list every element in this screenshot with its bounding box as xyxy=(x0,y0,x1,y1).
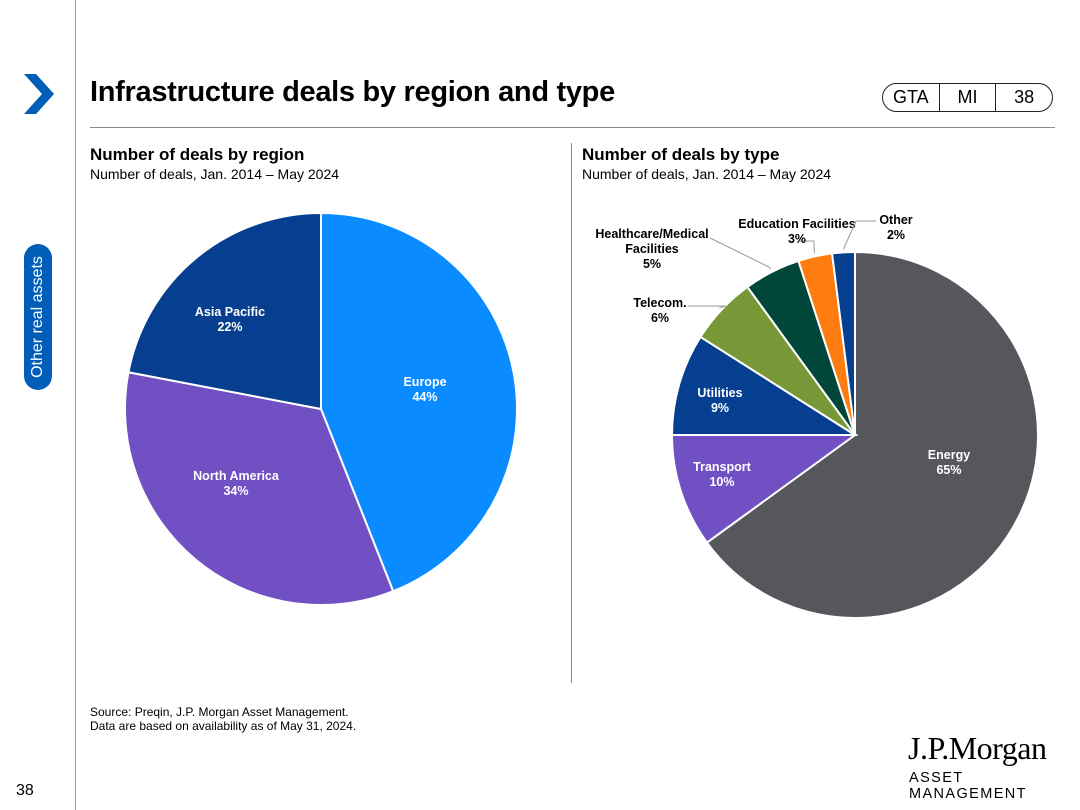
tag-page: 38 xyxy=(995,84,1052,111)
title-rule xyxy=(90,127,1055,128)
leader-line-telecom xyxy=(688,305,727,309)
slice-north-america xyxy=(124,371,395,606)
tag-gta: GTA xyxy=(893,87,929,107)
value-label-utilities: 9% xyxy=(711,401,729,415)
category-label-telecom: Telecom. xyxy=(633,296,686,310)
type-chart-title: Number of deals by type xyxy=(582,145,780,164)
slice-utilities xyxy=(670,335,859,436)
value-label-asia-pacific: 22% xyxy=(217,320,242,334)
leader-line-education-facilities xyxy=(800,240,815,254)
column-divider xyxy=(571,143,572,683)
page-number: 38 xyxy=(16,782,34,799)
value-label-europe: 44% xyxy=(412,390,437,404)
tag-mi: MI xyxy=(938,84,996,111)
category-label-asia-pacific: Asia Pacific xyxy=(195,305,265,319)
value-label-energy: 65% xyxy=(936,463,961,477)
value-label-north-america: 34% xyxy=(223,484,248,498)
leader-line-healthcare-medical-facilities xyxy=(709,237,771,270)
slice-asia-pacific xyxy=(127,211,322,411)
category-label-other: Other xyxy=(879,213,912,227)
category-label-healthcare-medical-facilities: Healthcare/Medical xyxy=(595,227,708,241)
value-label-telecom: 6% xyxy=(651,311,669,325)
type-chart-subtitle: Number of deals, Jan. 2014 – May 2024 xyxy=(582,166,832,182)
section-tab: Other real assets xyxy=(24,244,52,390)
slice-energy xyxy=(705,250,1039,619)
slice-transport xyxy=(670,434,859,544)
category-label-north-america: North America xyxy=(193,469,280,483)
category-label-healthcare-medical-facilities: Facilities xyxy=(625,242,679,256)
value-label-education-facilities: 3% xyxy=(788,232,806,246)
region-chart-subtitle: Number of deals, Jan. 2014 – May 2024 xyxy=(90,166,340,182)
value-label-other: 2% xyxy=(887,228,905,242)
category-label-utilities: Utilities xyxy=(697,386,742,400)
sidebar-divider xyxy=(75,0,76,810)
asset-management-logo-text: ASSET MANAGEMENT xyxy=(909,770,1027,802)
category-label-europe: Europe xyxy=(403,375,446,389)
page-title: Infrastructure deals by region and type xyxy=(90,76,615,108)
chevron-right-icon xyxy=(24,74,54,114)
jpmorgan-logo: J.P.Morgan xyxy=(908,730,1047,766)
value-label-healthcare-medical-facilities: 5% xyxy=(643,257,661,271)
slice-europe xyxy=(320,211,518,593)
slice-other xyxy=(830,250,856,436)
category-label-education-facilities: Education Facilities xyxy=(738,217,855,231)
region-chart-title: Number of deals by region xyxy=(90,145,305,164)
category-label-energy: Energy xyxy=(928,448,970,462)
category-label-transport: Transport xyxy=(693,460,751,474)
source-line-2: Data are based on availability as of May… xyxy=(90,719,357,733)
value-label-transport: 10% xyxy=(709,475,734,489)
source-note: Source: Preqin, J.P. Morgan Asset Manage… xyxy=(90,705,356,733)
tag-group: GTA MI 38 xyxy=(882,83,1053,112)
source-line-1: Source: Preqin, J.P. Morgan Asset Manage… xyxy=(90,705,349,719)
leader-line-other xyxy=(842,220,876,250)
